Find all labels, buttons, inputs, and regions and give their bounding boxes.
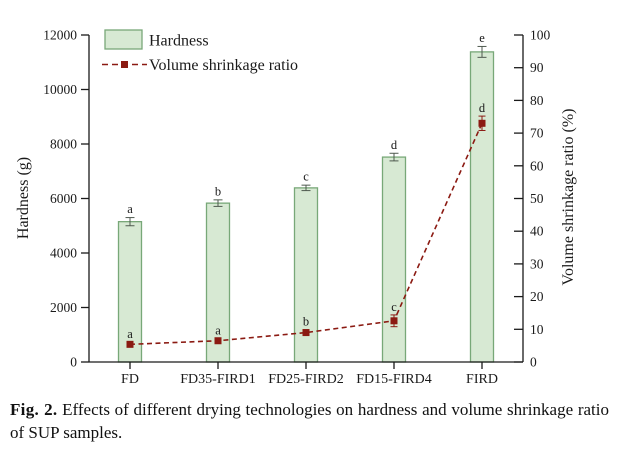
figure-caption-text: Effects of different drying technologies… bbox=[10, 400, 609, 442]
legend-shrinkage-marker bbox=[121, 61, 128, 68]
right-axis-tick-label: 60 bbox=[530, 158, 544, 173]
right-axis-tick-label: 0 bbox=[530, 355, 537, 370]
hardness-bar bbox=[469, 51, 495, 363]
shrinkage-sig-letter: a bbox=[127, 327, 133, 341]
right-axis-title: Volume shrinkage ratio (%) bbox=[560, 109, 577, 286]
x-axis-category-label: FD25-FIRD2 bbox=[268, 372, 343, 387]
left-axis-tick-label: 0 bbox=[70, 355, 77, 370]
right-axis-tick-label: 80 bbox=[530, 93, 544, 108]
figure-caption: Fig. 2. Effects of different drying tech… bbox=[10, 398, 609, 444]
left-axis-tick-label: 8000 bbox=[50, 137, 77, 152]
shrinkage-marker bbox=[214, 337, 222, 345]
right-axis-tick-label: 30 bbox=[530, 256, 544, 271]
right-axis-tick-label: 100 bbox=[530, 28, 551, 43]
hardness-sig-letter: d bbox=[391, 138, 398, 152]
left-axis-tick-label: 10000 bbox=[43, 82, 77, 97]
shrinkage-marker bbox=[390, 317, 398, 325]
shrinkage-sig-letter: a bbox=[215, 323, 221, 337]
x-axis-category-label: FD bbox=[121, 372, 139, 387]
right-axis-tick-label: 50 bbox=[530, 191, 544, 206]
legend-shrinkage-label: Volume shrinkage ratio bbox=[149, 57, 298, 74]
hardness-sig-letter: b bbox=[215, 184, 221, 198]
hardness-sig-letter: c bbox=[303, 170, 309, 184]
legend-hardness-swatch bbox=[104, 29, 143, 50]
left-axis-tick-label: 12000 bbox=[43, 28, 77, 43]
right-axis-tick-label: 40 bbox=[530, 224, 544, 239]
hardness-bar bbox=[381, 156, 407, 363]
right-axis-tick-label: 70 bbox=[530, 126, 544, 141]
shrinkage-sig-letter: b bbox=[303, 315, 309, 329]
hardness-sig-letter: a bbox=[127, 202, 133, 216]
shrinkage-marker bbox=[126, 340, 134, 348]
left-axis-tick-label: 2000 bbox=[50, 300, 77, 315]
x-axis-category-label: FD35-FIRD1 bbox=[180, 372, 255, 387]
figure-caption-label: Fig. 2. bbox=[10, 400, 58, 419]
left-axis-title: Hardness (g) bbox=[15, 157, 32, 239]
right-axis-tick-label: 20 bbox=[530, 289, 544, 304]
shrinkage-marker bbox=[478, 119, 486, 127]
hardness-shrinkage-combo-chart: a b c d e a a b c d 0 2000 4000 6000 8000 10000 12000 0 10… bbox=[15, 28, 577, 388]
shrinkage-sig-letter: c bbox=[391, 300, 397, 314]
left-axis-tick-label: 4000 bbox=[50, 246, 77, 261]
shrinkage-sig-letter: d bbox=[479, 101, 486, 115]
left-axis-tick-label: 6000 bbox=[50, 191, 77, 206]
shrinkage-marker bbox=[302, 329, 310, 337]
right-axis-tick-label: 10 bbox=[530, 322, 544, 337]
x-axis-category-label: FD15-FIRD4 bbox=[356, 372, 431, 387]
right-axis-tick-label: 90 bbox=[530, 60, 544, 75]
hardness-sig-letter: e bbox=[479, 31, 485, 45]
legend-hardness-label: Hardness bbox=[149, 33, 209, 50]
x-axis-category-label: FIRD bbox=[466, 372, 498, 387]
